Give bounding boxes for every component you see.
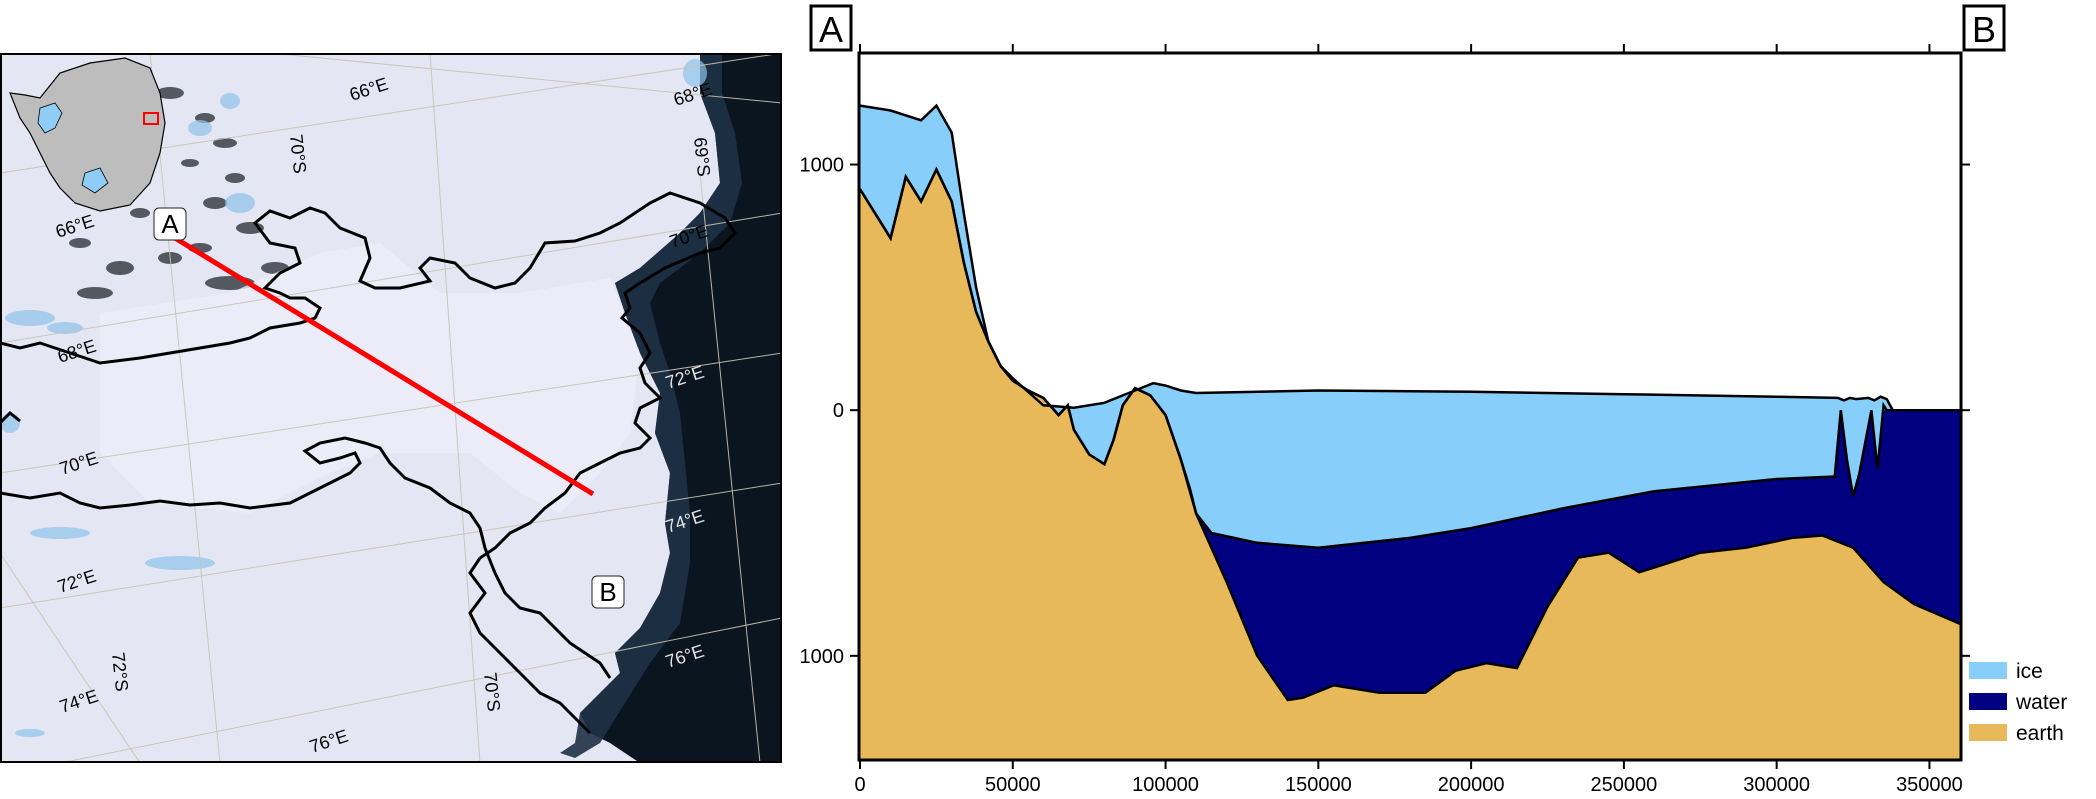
inset-ross-shelf [37,102,63,134]
right-axis-ticks [1961,163,1970,657]
x-tick-label: 200000 [1438,774,1505,796]
legend-swatch-earth [1969,724,2007,741]
legend-swatch-water [1969,693,2007,710]
profile-panel: 0 50000 100000 150000 200000 250000 300000 3500… [800,4,2067,796]
x-tick-label: 0 [854,774,865,796]
start-label-box: A [809,4,853,52]
legend: ice water earth [1969,660,2067,745]
blue-ice-patches [0,59,707,737]
y-tick-label: 0 [833,400,844,422]
profile-line [168,232,595,497]
x-tick-label: 100000 [1132,774,1199,796]
point-b-marker: B [591,575,625,609]
top-axis-ticks [859,44,1931,53]
end-label-box: B [1962,4,2006,52]
y-tick-label: 1000 [800,155,845,177]
x-tick-label: 250000 [1591,774,1658,796]
lat-label: 69°S [690,136,714,177]
point-a-marker: A [153,207,187,241]
coastline [0,191,737,735]
legend-label-water: water [2015,691,2067,714]
inset-antarctica [9,57,166,212]
point-b-label: B [599,577,616,607]
sea-ice-fringe [560,53,742,758]
plot-frame [857,51,1963,762]
inset-location-box [143,112,159,125]
y-tick-label: 1000 [800,646,845,668]
map-panel: A B 66°E 68°E 70°E 66°E 68°E 70°E 72°E 7… [0,53,782,763]
x-axis: 0 50000 100000 150000 200000 250000 300000 3500… [854,760,1963,796]
profile-end-label: B [1972,9,1996,50]
earth-area [860,169,1960,759]
surface-line [859,103,1960,412]
y-axis: 1000 0 1000 [800,155,859,668]
x-tick-label: 50000 [985,774,1041,796]
legend-swatch-ice [1969,662,2007,679]
legend-label-ice: ice [2016,660,2043,683]
point-a-label: A [161,209,179,239]
profile-start-label: A [819,9,843,50]
bed-line [858,166,1961,702]
plot-area [858,103,1961,759]
x-tick-label: 150000 [1285,774,1352,796]
inset-map [9,57,166,212]
ice-shelf [100,243,640,513]
lat-label: 70°S [286,133,310,174]
ice-area [860,105,1960,548]
inset-ronne-shelf [81,167,109,194]
x-tick-label: 350000 [1896,774,1963,796]
map-frame [0,53,782,763]
ocean-area [580,53,782,763]
legend-label-earth: earth [2016,722,2064,745]
x-tick-label: 300000 [1743,774,1810,796]
lat-label: 70°S [480,671,504,712]
lat-label: 72°S [108,651,132,692]
